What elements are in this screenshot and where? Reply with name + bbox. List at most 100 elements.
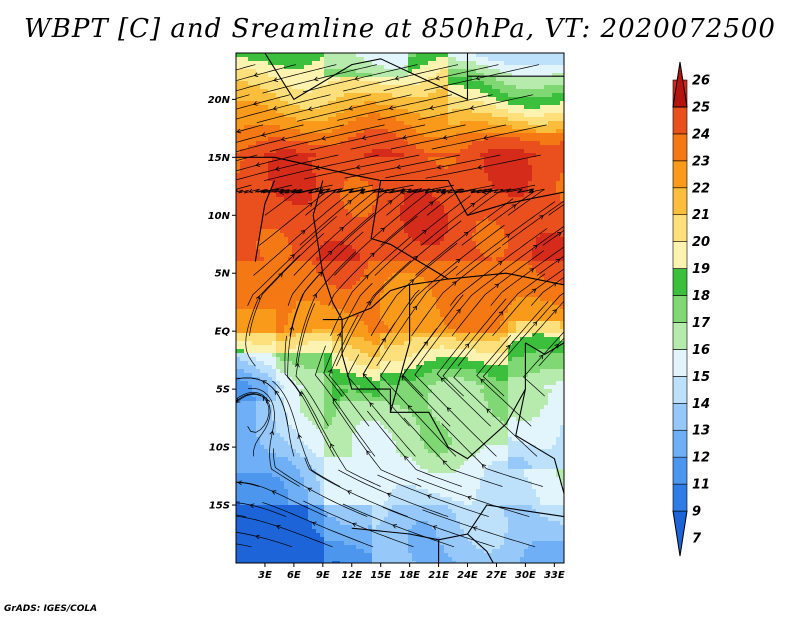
- wbpt-cell: [464, 93, 469, 98]
- wbpt-cell: [256, 129, 261, 134]
- wbpt-cell: [300, 265, 305, 270]
- wbpt-cell: [500, 109, 505, 114]
- wbpt-cell: [236, 261, 241, 266]
- wbpt-cell: [468, 181, 473, 186]
- wbpt-cell: [304, 233, 309, 238]
- wbpt-cell: [464, 285, 469, 290]
- wbpt-cell: [440, 289, 445, 294]
- wbpt-cell: [340, 81, 345, 86]
- wbpt-cell: [428, 193, 433, 198]
- wbpt-cell: [280, 285, 285, 290]
- wbpt-cell: [236, 293, 241, 298]
- wbpt-cell: [532, 133, 537, 138]
- wbpt-cell: [444, 161, 449, 166]
- wbpt-cell: [408, 201, 413, 206]
- wbpt-cell: [304, 161, 309, 166]
- wbpt-cell: [432, 137, 437, 142]
- wbpt-cell: [264, 157, 269, 162]
- wbpt-cell: [240, 101, 245, 106]
- wbpt-cell: [508, 241, 513, 246]
- wbpt-cell: [328, 169, 333, 174]
- wbpt-cell: [304, 105, 309, 110]
- wbpt-cell: [256, 157, 261, 162]
- wbpt-cell: [504, 73, 509, 78]
- wbpt-cell: [404, 113, 409, 118]
- wbpt-cell: [380, 181, 385, 186]
- wbpt-cell: [492, 65, 497, 70]
- wbpt-cell: [344, 257, 349, 262]
- wbpt-cell: [456, 165, 461, 170]
- wbpt-cell: [324, 193, 329, 198]
- wbpt-cell: [384, 53, 389, 58]
- wbpt-cell: [388, 57, 393, 62]
- wbpt-cell: [364, 177, 369, 182]
- wbpt-cell: [524, 81, 529, 86]
- wbpt-cell: [520, 145, 525, 150]
- wbpt-cell: [460, 229, 465, 234]
- wbpt-cell: [436, 205, 441, 210]
- wbpt-cell: [292, 137, 297, 142]
- wbpt-cell: [252, 69, 257, 74]
- wbpt-cell: [240, 109, 245, 114]
- wbpt-cell: [436, 261, 441, 266]
- wbpt-cell: [460, 281, 465, 286]
- wbpt-cell: [428, 125, 433, 130]
- wbpt-cell: [324, 121, 329, 126]
- wbpt-cell: [548, 237, 553, 242]
- wbpt-cell: [300, 105, 305, 110]
- wbpt-cell: [536, 249, 541, 254]
- wbpt-cell: [312, 157, 317, 162]
- wbpt-cell: [320, 73, 325, 78]
- wbpt-cell: [536, 189, 541, 194]
- wbpt-cell: [524, 293, 529, 298]
- wbpt-cell: [456, 129, 461, 134]
- wbpt-cell: [296, 293, 301, 298]
- wbpt-cell: [296, 133, 301, 138]
- wbpt-cell: [304, 61, 309, 66]
- wbpt-cell: [384, 129, 389, 134]
- wbpt-cell: [376, 201, 381, 206]
- wbpt-cell: [408, 237, 413, 242]
- wbpt-cell: [336, 237, 341, 242]
- map-title: WBPT [C] and Sreamline at 850hPa, VT: 20…: [24, 14, 776, 44]
- wbpt-cell: [520, 77, 525, 82]
- wbpt-cell: [468, 53, 473, 58]
- wbpt-cell: [428, 245, 433, 250]
- wbpt-cell: [428, 229, 433, 234]
- wbpt-cell: [400, 281, 405, 286]
- wbpt-cell: [316, 173, 321, 178]
- wbpt-cell: [260, 173, 265, 178]
- wbpt-cell: [560, 277, 564, 282]
- wbpt-cell: [316, 61, 321, 66]
- wbpt-cell: [324, 245, 329, 250]
- wbpt-cell: [516, 213, 521, 218]
- wbpt-cell: [520, 205, 525, 210]
- wbpt-cell: [368, 153, 373, 158]
- wbpt-cell: [500, 177, 505, 182]
- wbpt-cell: [416, 157, 421, 162]
- wbpt-cell: [280, 109, 285, 114]
- wbpt-cell: [556, 205, 561, 210]
- wbpt-cell: [512, 249, 517, 254]
- wbpt-cell: [448, 293, 453, 298]
- wbpt-cell: [504, 57, 509, 62]
- wbpt-cell: [536, 137, 541, 142]
- wbpt-cell: [412, 69, 417, 74]
- wbpt-cell: [264, 101, 269, 106]
- wbpt-cell: [268, 245, 273, 250]
- wbpt-cell: [448, 81, 453, 86]
- wbpt-cell: [436, 193, 441, 198]
- wbpt-cell: [248, 205, 253, 210]
- wbpt-cell: [304, 217, 309, 222]
- wbpt-cell: [308, 173, 313, 178]
- wbpt-cell: [456, 281, 461, 286]
- wbpt-cell: [436, 161, 441, 166]
- wbpt-cell: [464, 249, 469, 254]
- wbpt-cell: [520, 273, 525, 278]
- wbpt-cell: [412, 85, 417, 90]
- wbpt-cell: [256, 145, 261, 150]
- wbpt-cell: [316, 57, 321, 62]
- wbpt-cell: [344, 269, 349, 274]
- wbpt-cell: [364, 265, 369, 270]
- wbpt-cell: [316, 201, 321, 206]
